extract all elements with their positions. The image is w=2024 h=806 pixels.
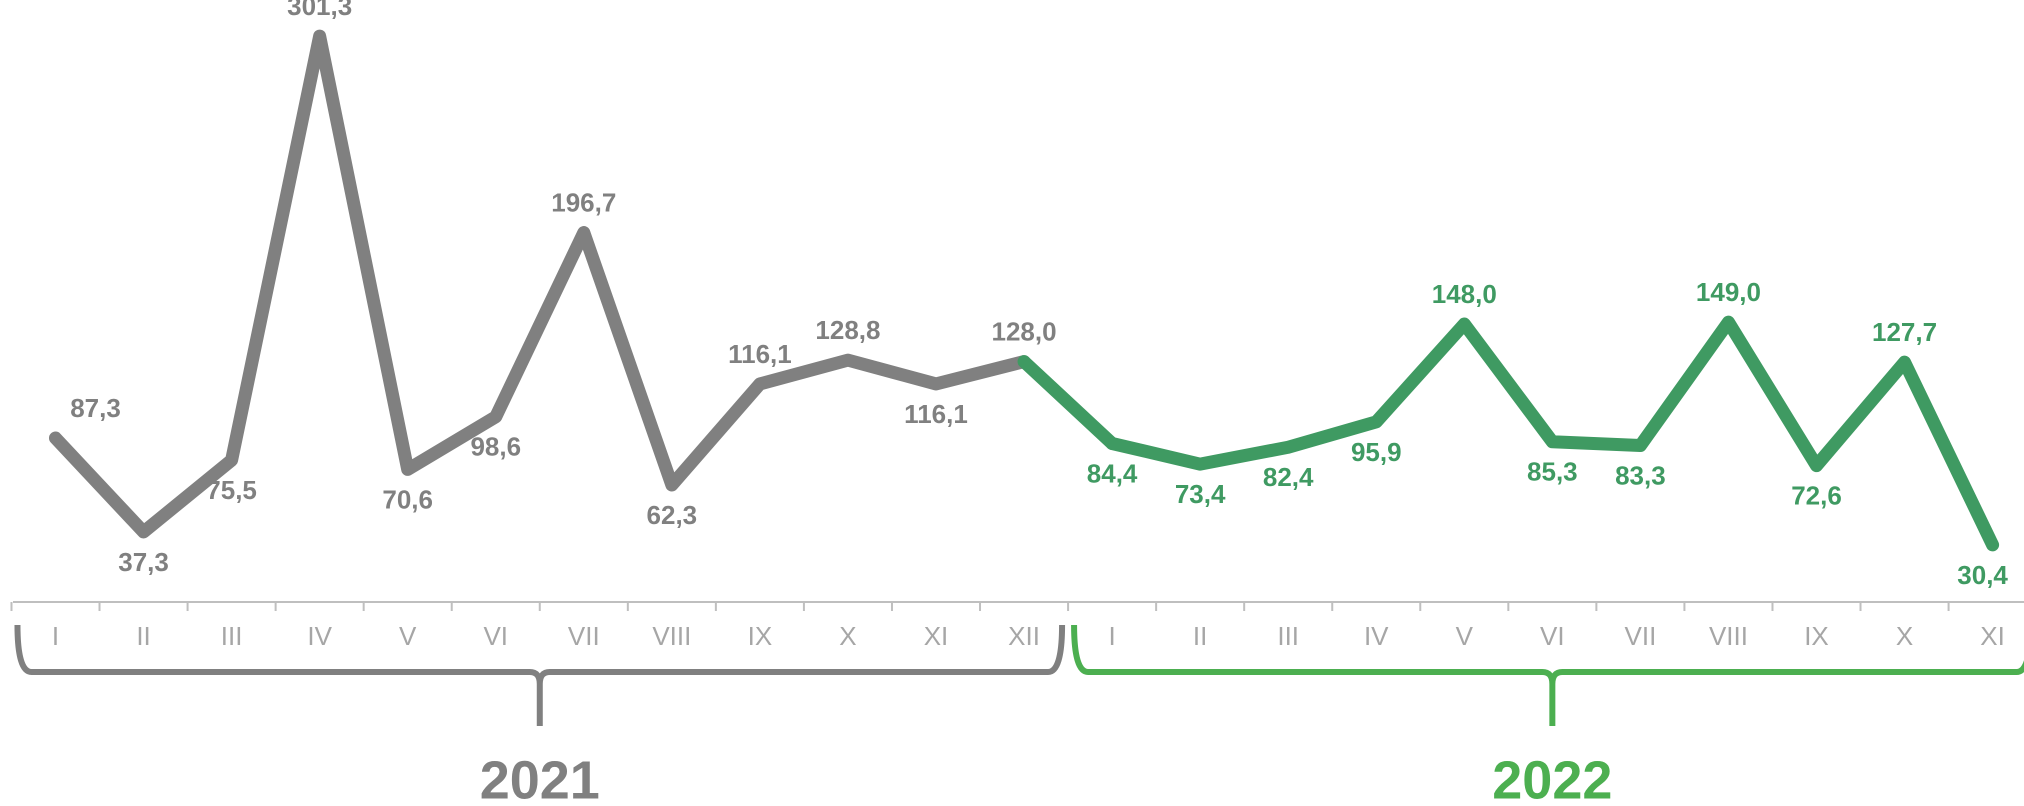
x-tick-label: III — [1277, 621, 1299, 651]
value-label: 62,3 — [647, 500, 698, 530]
x-tick-label: IV — [1364, 621, 1389, 651]
value-label: 83,3 — [1615, 460, 1666, 490]
x-tick-label: IV — [307, 621, 332, 651]
x-tick-label: IX — [748, 621, 773, 651]
x-tick-label: VIII — [1709, 621, 1748, 651]
x-tick-label: I — [52, 621, 59, 651]
x-tick-label: II — [1193, 621, 1207, 651]
value-label: 87,3 — [70, 393, 121, 423]
line — [1105, 315, 2000, 552]
value-label: 127,7 — [1872, 317, 1937, 347]
value-label: 85,3 — [1527, 457, 1578, 487]
x-tick-label: V — [1456, 621, 1474, 651]
value-label: 196,7 — [551, 187, 616, 217]
value-label: 98,6 — [470, 432, 521, 462]
value-label: 84,4 — [1087, 458, 1138, 488]
value-label: 128,8 — [815, 315, 880, 345]
connector — [1017, 355, 1119, 450]
value-label: 128,0 — [992, 316, 1057, 346]
value-label: 37,3 — [118, 547, 169, 577]
value-label: 70,6 — [382, 484, 433, 514]
value-label: 30,4 — [1957, 560, 2008, 590]
x-tick-label: II — [136, 621, 150, 651]
x-tick-label: X — [839, 621, 856, 651]
value-label: 116,1 — [904, 399, 968, 429]
group-label: 2022 — [1492, 750, 1612, 806]
value-label: 72,6 — [1791, 481, 1842, 511]
value-label: 149,0 — [1696, 277, 1761, 307]
value-label: 148,0 — [1432, 279, 1497, 309]
x-tick-label: VI — [1540, 621, 1565, 651]
value-label: 75,5 — [206, 475, 257, 505]
value-label: 301,3 — [287, 0, 352, 21]
line — [49, 29, 1031, 539]
x-tick-label: VII — [1625, 621, 1657, 651]
x-tick-label: VI — [483, 621, 508, 651]
x-tick-label: VII — [568, 621, 600, 651]
x-tick-label: XI — [1980, 621, 2005, 651]
x-tick-label: V — [399, 621, 417, 651]
x-tick-label: IX — [1804, 621, 1829, 651]
x-tick-label: XI — [924, 621, 949, 651]
x-tick-label: X — [1896, 621, 1913, 651]
group-brace — [14, 624, 1066, 726]
x-tick-label: VIII — [652, 621, 691, 651]
x-tick-label: III — [221, 621, 243, 651]
value-label: 73,4 — [1175, 479, 1226, 509]
group-label: 2021 — [480, 750, 600, 806]
value-label: 95,9 — [1351, 437, 1402, 467]
value-label: 116,1 — [728, 339, 792, 369]
x-tick-label: I — [1108, 621, 1115, 651]
group-brace — [1071, 624, 2024, 726]
x-tick-label: XII — [1008, 621, 1040, 651]
value-label: 82,4 — [1263, 462, 1314, 492]
